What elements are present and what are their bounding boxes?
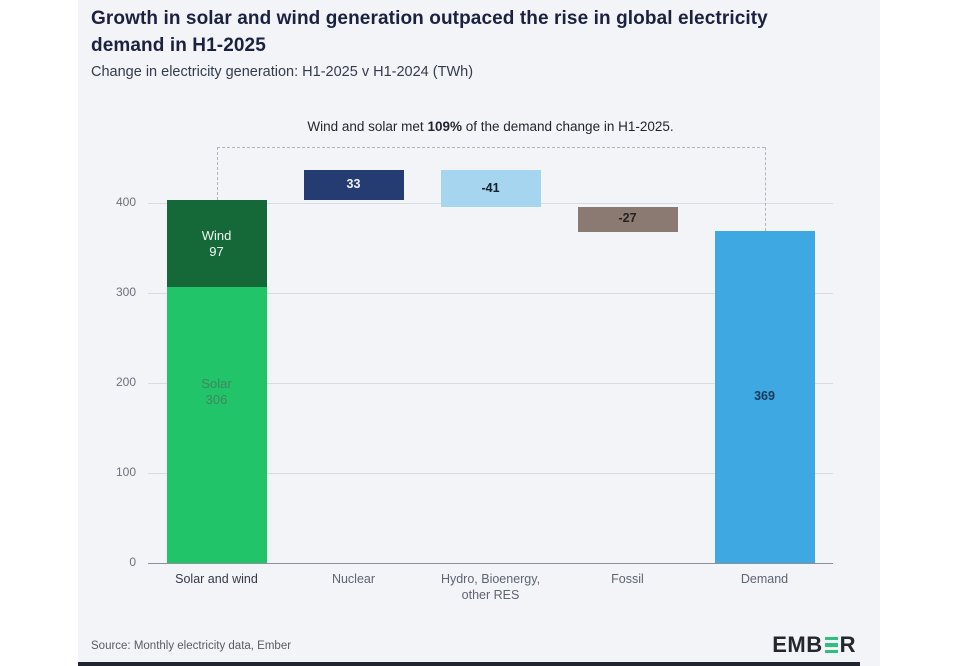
bar-label-line: 97 [209,243,224,259]
bracket-horizontal-dashed-line [216,147,765,148]
bar-segment-fossil [577,207,678,232]
gridline [148,472,833,474]
waterfall-chart-plot-area: 0 100 200 300 400 Solar 306 Wind 97 Solar and win… [116,147,833,602]
ember-logo: EMB R [772,634,856,656]
card-bottom-border [78,662,860,666]
chart-annotation: Wind and solar met 109% of the demand ch… [148,119,833,134]
bar-label-fossil: -27 [578,212,678,228]
bar-segment-demand [714,230,815,563]
gridline [148,292,833,294]
x-axis-label-line: other RES [461,587,520,602]
bar-label-solar: Solar 306 [167,376,267,409]
ember-logo-green-e-icon [824,636,838,654]
x-axis-label: Solar and wind [132,572,302,588]
bracket-right-dashed-line [764,147,766,231]
x-axis-label-line: Hydro, Bioenergy, [440,572,541,586]
annotation-text-prefix: Wind and solar met [307,119,428,134]
bar-segment-wind [166,200,267,288]
x-axis-label: Demand [680,572,850,588]
y-tick-label: 300 [115,284,136,299]
y-tick-label: 200 [115,374,136,389]
x-axis-label-line: Nuclear [331,572,376,586]
gridline [148,382,833,384]
bar-label-wind: Wind 97 [167,228,267,261]
bar-label-demand: 369 [715,389,815,405]
x-axis-label-line: Solar and wind [175,572,258,586]
ember-logo-text-emb: EMB [772,632,823,657]
bar-label-line: -27 [618,211,637,226]
bracket-left-dashed-line [216,147,218,201]
bar-label-line: Solar [201,375,232,391]
bar-label-line: -41 [481,181,500,196]
source-attribution: Source: Monthly electricity data, Ember [91,640,292,652]
y-tick-label: 100 [115,464,136,479]
chart-card: Growth in solar and wind generation outp… [78,0,880,666]
bar-segment-nuclear [303,170,404,201]
x-axis-label: Fossil [543,572,713,588]
x-axis-label: Nuclear [269,572,439,588]
bar-label-hydro-bioenergy-other-res: -41 [441,181,541,197]
x-axis-label-line: Demand [740,572,789,586]
bar-label-line: 369 [754,389,775,404]
annotation-highlight: 109% [427,119,462,134]
ember-logo-text-r: R [839,632,856,657]
bar-label-line: 33 [346,177,361,192]
bar-label-nuclear: 33 [304,177,404,193]
x-axis-line [148,563,833,564]
bar-segment-solar [166,287,267,563]
y-tick-label: 0 [129,555,136,569]
bar-label-line: 306 [205,391,228,407]
bar-label-line: Wind [201,227,232,243]
chart-subtitle: Change in electricity generation: H1-202… [91,64,474,80]
annotation-text-suffix: of the demand change in H1-2025. [461,119,674,134]
x-axis-label: Hydro, Bioenergy, other RES [406,572,576,603]
page-title: Growth in solar and wind generation outp… [91,8,768,56]
x-axis-label-line: Fossil [611,572,644,586]
y-tick-label: 400 [115,194,136,209]
bar-segment-hydro-bioenergy-other-res [440,170,541,208]
